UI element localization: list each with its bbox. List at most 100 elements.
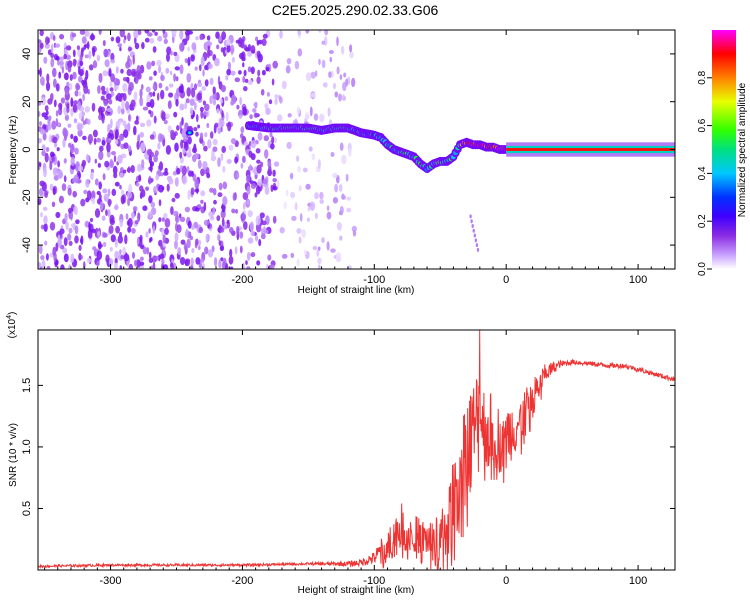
noise-blob [179, 30, 184, 40]
noise-blob [101, 90, 107, 95]
noise-blob [298, 185, 302, 192]
noise-blob [44, 43, 50, 49]
noise-blob [191, 224, 195, 230]
noise-blob [218, 259, 222, 269]
y-tick-label: 20 [21, 96, 33, 108]
noise-blob [40, 212, 43, 218]
noise-blob [39, 30, 44, 37]
noise-blob [126, 191, 133, 199]
noise-blob [79, 60, 84, 67]
x-tick-label: 0 [503, 575, 509, 587]
noise-blob [191, 42, 197, 51]
noise-blob [52, 186, 56, 196]
noise-blob [189, 98, 195, 106]
noise-blob [174, 215, 180, 223]
noise-blob [48, 134, 52, 143]
noise-blob [60, 264, 65, 269]
noise-blob [349, 44, 353, 53]
noise-blob [148, 175, 152, 185]
noise-blob [159, 253, 165, 260]
noise-blob [346, 207, 352, 213]
noise-blob [75, 207, 78, 215]
noise-blob [213, 99, 216, 106]
noise-blob [229, 248, 233, 258]
noise-blob [178, 85, 182, 94]
noise-blob [226, 43, 231, 53]
noise-blob [179, 213, 182, 219]
noise-blob [160, 89, 165, 100]
noise-blob [230, 44, 235, 55]
noise-blob [248, 141, 252, 146]
noise-blob [58, 71, 62, 79]
noise-blob [131, 211, 135, 219]
noise-blob [216, 108, 220, 114]
noise-blob [338, 93, 342, 102]
noise-blob [187, 46, 190, 52]
noise-blob [123, 169, 127, 174]
noise-blob [264, 229, 269, 234]
noise-blob [329, 56, 332, 63]
noise-blob [79, 68, 84, 77]
noise-blob [89, 217, 94, 223]
noise-blob [59, 56, 65, 61]
noise-blob [137, 163, 142, 172]
noise-blob [200, 110, 204, 119]
noise-blob [68, 142, 72, 148]
noise-blob [352, 230, 357, 237]
noise-blob [109, 160, 114, 169]
noise-blob [255, 215, 261, 226]
noise-blob [60, 97, 66, 104]
noise-blob [99, 106, 106, 113]
noise-blob [136, 115, 139, 122]
noise-blob [113, 172, 118, 179]
noise-blob [149, 76, 153, 81]
noise-blob [199, 132, 204, 140]
noise-blob [113, 262, 118, 269]
noise-blob [69, 144, 75, 154]
noise-blob [309, 201, 316, 211]
noise-blob [38, 39, 42, 44]
noise-blob [103, 193, 110, 202]
noise-blob [256, 50, 261, 59]
noise-blob [81, 159, 87, 167]
noise-blob [103, 99, 108, 107]
noise-blob [324, 30, 329, 36]
noise-blob [271, 78, 275, 86]
noise-blob [153, 70, 157, 76]
noise-blob [107, 132, 112, 139]
noise-blob [242, 75, 246, 83]
noise-blob [183, 148, 186, 155]
noise-blob [179, 42, 185, 52]
noise-blob [44, 240, 48, 246]
y-tick-label: 40 [21, 48, 33, 60]
noise-blob [107, 209, 111, 217]
noise-blob [347, 265, 352, 269]
noise-blob [92, 129, 98, 138]
noise-blob [112, 165, 118, 175]
noise-blob [166, 46, 172, 55]
noise-blob [254, 192, 258, 198]
x-tick-label: -300 [100, 274, 122, 286]
noise-blob [127, 32, 131, 42]
noise-blob [94, 158, 98, 164]
noise-blob [142, 106, 149, 111]
noise-blob [152, 85, 156, 90]
noise-blob [128, 81, 134, 92]
y-tick-label: 1.0 [21, 439, 33, 454]
noise-blob [110, 59, 116, 64]
noise-blob [148, 195, 153, 204]
noise-blob [222, 257, 227, 267]
noise-blob [72, 49, 76, 58]
noise-blob [197, 159, 202, 169]
noise-blob [170, 129, 175, 136]
noise-blob [43, 215, 48, 225]
colorbar-tick-label: 0.8 [697, 70, 708, 84]
noise-blob [307, 206, 311, 212]
noise-blob [245, 260, 248, 265]
noise-blob [179, 64, 184, 75]
x-tick-label: -300 [100, 575, 122, 587]
noise-blob [225, 74, 229, 81]
noise-blob [51, 156, 55, 161]
noise-blob [244, 78, 249, 83]
